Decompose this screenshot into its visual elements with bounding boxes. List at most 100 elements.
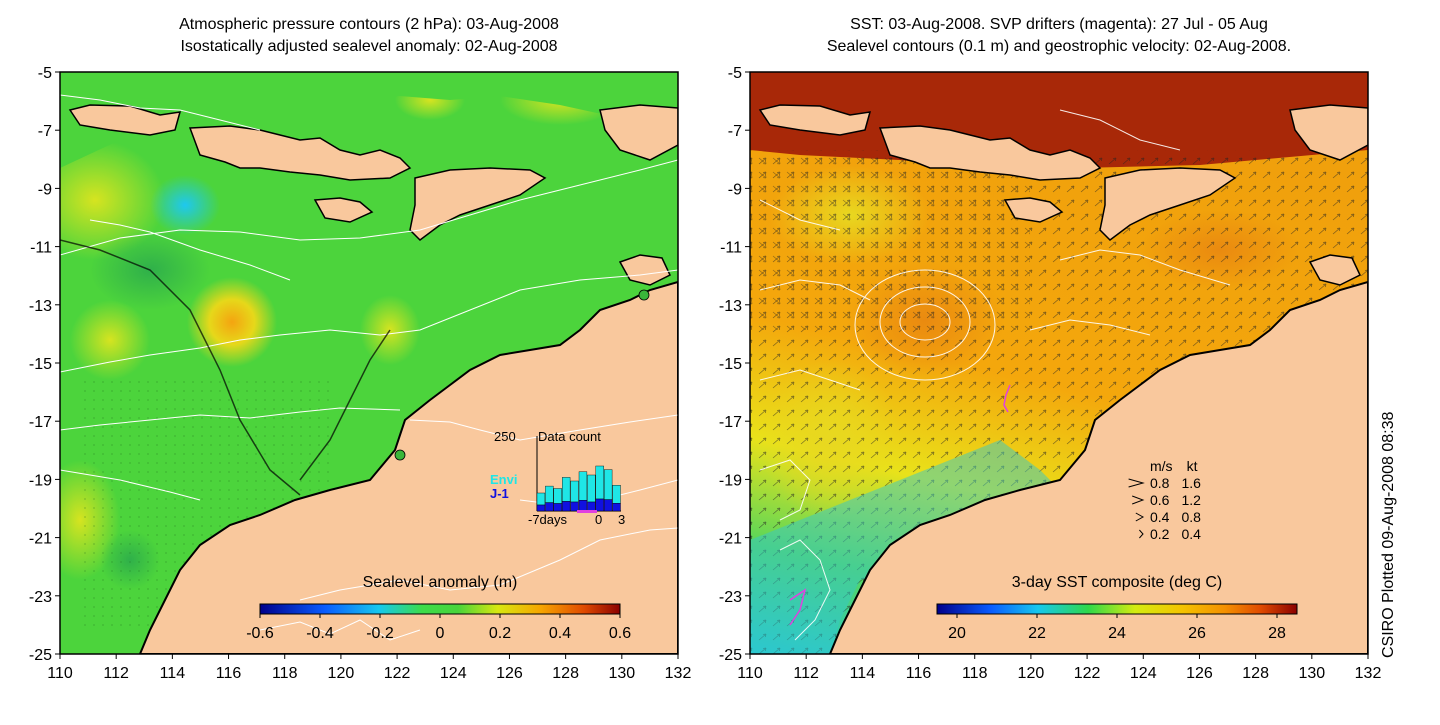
left-title-line2: Isostatically adjusted sealevel anomaly:… [180,38,558,55]
inset-bar-j1 [536,504,546,512]
inset-bar-j1 [562,501,571,512]
lon-tick-label: 126 [496,665,523,682]
lon-tick-label: 128 [552,665,579,682]
inset-legend-j1: J-1 [490,486,509,501]
left-title-line1: Atmospheric pressure contours (2 hPa): 0… [179,16,559,33]
inset-title: Data count [538,429,601,444]
velocity-legend-row: 0.8 1.6 [1150,475,1201,492]
lat-tick-label: -7 [728,123,742,140]
kt-value: 0.4 [1181,526,1201,542]
lat-tick-label: -11 [30,240,52,257]
velocity-legend: m/s kt 0.8 1.6 0.6 1.2 0.4 0.8 0.2 0.4 [1150,458,1201,543]
right-title-line2: Sealevel contours (0.1 m) and geostrophi… [826,38,1292,55]
lat-tick-label: -21 [29,531,52,548]
inset-bar-envi [536,492,546,506]
inset-bar-j1 [604,499,613,512]
kt-header: kt [1186,458,1198,474]
sst-colorbar-tick-label: 22 [1028,625,1046,642]
velocity-legend-row: 0.2 0.4 [1150,526,1201,543]
lon-tick-label: 132 [665,665,692,682]
lat-tick-label: -23 [719,589,742,606]
sst-colorbar-tick-label: 28 [1268,625,1286,642]
sla-colorbar-tick-label: -0.4 [306,625,334,642]
velocity-arrow [1128,478,1145,488]
lat-tick-label: -17 [29,414,52,431]
inset-x-label-zero: 0 [595,512,603,527]
lat-tick-label: -19 [719,472,742,489]
lat-tick-label: -17 [719,414,742,431]
sst-colorbar-tick-label: 24 [1108,625,1126,642]
drifter-tracks [789,384,1011,626]
credit-text: CSIRO Plotted 09-Aug-2008 08:38 [1380,411,1397,658]
sla-colorbar-tick-label: 0 [436,625,445,642]
sst-colorbar [936,603,1298,615]
lon-tick-label: 124 [1130,665,1157,682]
lon-tick-label: 116 [216,665,242,682]
inset-bar-envi [578,471,588,501]
lat-tick-label: -15 [719,356,742,373]
inset-bar-j1 [553,503,562,512]
inset-bar-envi [604,469,613,500]
lat-tick-label: -13 [719,298,742,315]
lon-tick-label: 120 [1018,665,1045,682]
sst-colorbar-tick-label: 26 [1188,625,1206,642]
velocity-legend-header: m/s kt [1150,458,1201,475]
inset-bar-j1 [587,501,596,512]
lon-tick-label: 110 [47,665,73,682]
inset-bar-j1 [578,500,588,512]
lon-tick-label: 114 [850,665,876,682]
lat-tick-label: -25 [719,647,742,664]
sla-colorbar-tick-label: -0.2 [366,625,394,642]
lat-tick-label: -13 [29,298,52,315]
lat-tick-label: -15 [29,356,52,373]
lat-tick-label: -19 [29,472,52,489]
lon-tick-label: 132 [1355,665,1382,682]
velocity-arrow [1132,495,1145,505]
lat-tick-label: -5 [728,65,742,82]
ms-value: 0.2 [1150,526,1170,542]
sla-colorbar [259,603,621,615]
inset-bar-envi [553,488,562,504]
lon-tick-label: 122 [1074,665,1101,682]
lon-tick-label: 118 [272,665,298,682]
inset-ymax-label: 250 [494,429,516,444]
lon-tick-label: 122 [384,665,411,682]
lon-tick-label: 112 [793,665,819,682]
inset-bar-envi [595,465,604,500]
lon-tick-label: 118 [962,665,988,682]
lat-tick-label: -21 [719,531,742,548]
lat-tick-label: -7 [38,123,52,140]
ms-header: m/s [1150,458,1173,474]
sla-colorbar-tick-label: 0.4 [549,625,571,642]
lon-tick-label: 128 [1242,665,1269,682]
right-title-line1: SST: 03-Aug-2008. SVP drifters (magenta)… [850,16,1268,33]
lat-tick-label: -25 [29,647,52,664]
inset-bar-envi [562,477,571,502]
colorbars: -0.6 -0.4 -0.2 0 0.2 0.4 0.6 20 22 24 26 28 [246,603,1298,642]
lon-tick-label: 116 [906,665,932,682]
kt-value: 1.2 [1181,492,1201,508]
inset-x-label-end: 3 [618,512,626,527]
kt-value: 0.8 [1181,509,1201,525]
sst-colorbar-label: 3-day SST composite (deg C) [1011,574,1223,591]
sla-colorbar-tick-label: 0.2 [489,625,511,642]
data-count-inset [536,436,621,513]
inset-bar-envi [545,485,554,503]
lon-tick-label: 130 [608,665,635,682]
sla-colorbar-label: Sealevel anomaly (m) [362,574,518,591]
inset-bar-j1 [545,502,554,512]
velocity-arrow [1135,512,1145,522]
lon-tick-label: 120 [328,665,355,682]
sla-colorbar-tick-label: 0.6 [609,625,631,642]
velocity-arrow [1139,529,1144,539]
velocity-legend-arrows [1128,478,1145,539]
lon-tick-label: 124 [440,665,467,682]
lon-tick-label: 130 [1298,665,1325,682]
sst-map [750,72,1368,654]
lon-tick-label: 112 [103,665,129,682]
lon-tick-label: 126 [1186,665,1213,682]
inset-bar-j1 [612,503,621,512]
lat-tick-label: -11 [720,240,742,257]
inset-bar-j1 [570,501,579,512]
